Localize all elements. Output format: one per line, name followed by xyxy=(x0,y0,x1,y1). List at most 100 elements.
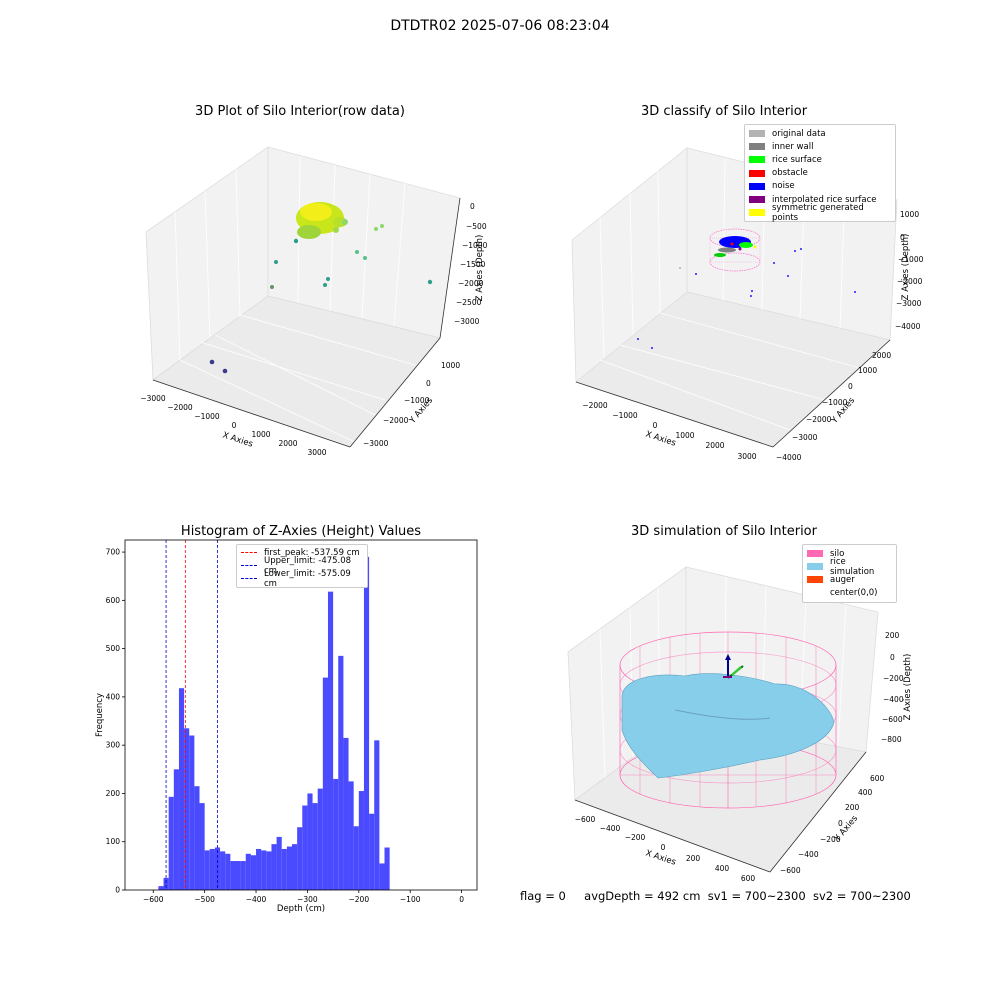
histogram-bar xyxy=(317,788,323,890)
histogram-chart: −600 −500 −400 −300 −200 −100 0 0 100 200 300 400 5… xyxy=(95,539,478,914)
svg-text:0: 0 xyxy=(470,202,475,211)
histogram-bar xyxy=(256,848,262,890)
histogram-bar xyxy=(271,844,277,890)
x-tick-label: −100 xyxy=(400,895,421,904)
svg-text:−2000: −2000 xyxy=(167,403,193,412)
sv1-text: sv1 = 700~2300 xyxy=(707,889,806,903)
class-3d-plot: −2000 −1000 0 1000 2000 3000 X Axies −40… xyxy=(571,147,924,462)
histogram-frame xyxy=(124,539,478,891)
raw-scatter-points xyxy=(209,224,433,374)
histogram-bar xyxy=(220,851,226,890)
legend-entry: center(0,0) xyxy=(803,587,896,600)
histogram-bars xyxy=(158,556,390,890)
histogram-bar xyxy=(189,735,195,890)
sim-rice-surface xyxy=(621,673,835,779)
svg-text:−3000: −3000 xyxy=(896,299,922,308)
svg-text:1000: 1000 xyxy=(858,366,877,375)
histogram-bar xyxy=(353,826,359,890)
legend-line-red xyxy=(241,552,257,554)
legend-entry: noise xyxy=(745,180,895,193)
histogram-bar xyxy=(281,848,287,890)
svg-text:−800: −800 xyxy=(881,735,902,744)
legend-swatch xyxy=(749,130,765,138)
histogram-bar xyxy=(214,847,221,890)
legend-entry: interpolated rice surface xyxy=(745,193,895,206)
svg-text:−1000: −1000 xyxy=(898,255,924,264)
histogram-bar xyxy=(358,791,364,890)
class-x-label: X Axies xyxy=(644,429,677,448)
histogram-vlines xyxy=(165,540,218,890)
svg-text:−200: −200 xyxy=(883,674,904,683)
legend-entry: original data xyxy=(745,127,895,140)
legend-entry: obstacle xyxy=(745,167,895,180)
svg-text:−1000: −1000 xyxy=(194,412,220,421)
histogram-bar xyxy=(225,853,231,890)
svg-text:200: 200 xyxy=(885,631,900,640)
svg-text:200: 200 xyxy=(686,854,701,863)
class-z-label: Z Axies (Depth) xyxy=(901,234,911,301)
y-tick-label: 100 xyxy=(106,837,121,846)
histogram-bar xyxy=(379,863,385,890)
svg-text:−3000: −3000 xyxy=(792,433,818,442)
histogram-legend: first_peak: -537.59 cm Upper_limit: -475… xyxy=(236,544,368,589)
sim-auger xyxy=(723,654,744,679)
histogram-bar xyxy=(178,688,185,890)
histogram-y-ticks: 0 100 200 300 400 500 600 700 xyxy=(106,548,125,895)
svg-text:1000: 1000 xyxy=(675,431,694,440)
svg-text:−400: −400 xyxy=(798,850,819,859)
svg-text:−1000: −1000 xyxy=(462,241,488,250)
raw-z-ticks: 0 −500 −1000 −1500 −2000 −2500 −3000 xyxy=(454,202,488,326)
y-tick-label: 700 xyxy=(106,548,121,557)
legend-swatch xyxy=(807,589,823,597)
legend-swatch xyxy=(749,169,765,177)
y-tick-label: 400 xyxy=(106,692,121,701)
svg-text:0: 0 xyxy=(900,233,905,242)
histogram-bar xyxy=(307,793,313,890)
legend-swatch xyxy=(807,563,823,571)
svg-text:0: 0 xyxy=(661,843,666,852)
histogram-bar xyxy=(245,853,251,890)
class-legend: original data inner wall rice surface ob… xyxy=(744,124,896,223)
svg-text:−600: −600 xyxy=(882,715,903,724)
svg-text:−2500: −2500 xyxy=(456,298,482,307)
raw-y-ticks: −3000 −2000 −1000 0 1000 xyxy=(363,361,460,448)
svg-text:1000: 1000 xyxy=(441,361,460,370)
x-tick-label: −300 xyxy=(297,895,318,904)
svg-text:2000: 2000 xyxy=(278,439,297,448)
sim-3d-plot: −600 −400 −200 0 200 400 600 X Axies −60… xyxy=(567,566,913,883)
histogram-bar xyxy=(261,850,267,890)
y-tick-label: 600 xyxy=(106,596,121,605)
histogram-bar xyxy=(363,556,370,890)
svg-text:−600: −600 xyxy=(575,815,596,824)
svg-text:−2000: −2000 xyxy=(806,415,832,424)
histogram-bar xyxy=(297,827,303,890)
svg-text:0: 0 xyxy=(838,819,843,828)
histogram-bar xyxy=(240,861,246,890)
y-tick-label: 200 xyxy=(106,789,121,798)
y-tick-label: 500 xyxy=(106,644,121,653)
figure-title: DTDTR02 2025-07-06 08:23:04 xyxy=(390,18,610,34)
histogram-bar xyxy=(348,781,354,890)
x-tick-label: 0 xyxy=(459,895,464,904)
histogram-bar xyxy=(163,877,169,890)
histogram-bar xyxy=(384,847,390,890)
svg-text:0: 0 xyxy=(426,379,431,388)
histogram-bar xyxy=(184,728,190,890)
x-tick-label: −600 xyxy=(143,895,164,904)
svg-text:0: 0 xyxy=(232,421,237,430)
svg-text:3000: 3000 xyxy=(307,448,326,457)
raw-z-label: Z Axies (Depth) xyxy=(475,235,485,302)
histogram-bar xyxy=(374,740,380,890)
sim-plot-title: 3D simulation of Silo Interior xyxy=(631,524,817,539)
histogram-bar xyxy=(235,861,241,890)
svg-text:200: 200 xyxy=(845,803,860,812)
histogram-bar xyxy=(204,850,210,890)
svg-text:−600: −600 xyxy=(780,866,801,875)
legend-entry: silo xyxy=(803,547,896,560)
svg-text:600: 600 xyxy=(870,774,885,783)
class-x-ticks: −2000 −1000 0 1000 2000 3000 xyxy=(582,401,756,461)
histogram-bar xyxy=(327,591,334,890)
histogram-x-label: Depth (cm) xyxy=(277,904,325,914)
legend-entry: rice simulation xyxy=(803,557,896,577)
raw-x-label: X Axies xyxy=(221,430,254,449)
